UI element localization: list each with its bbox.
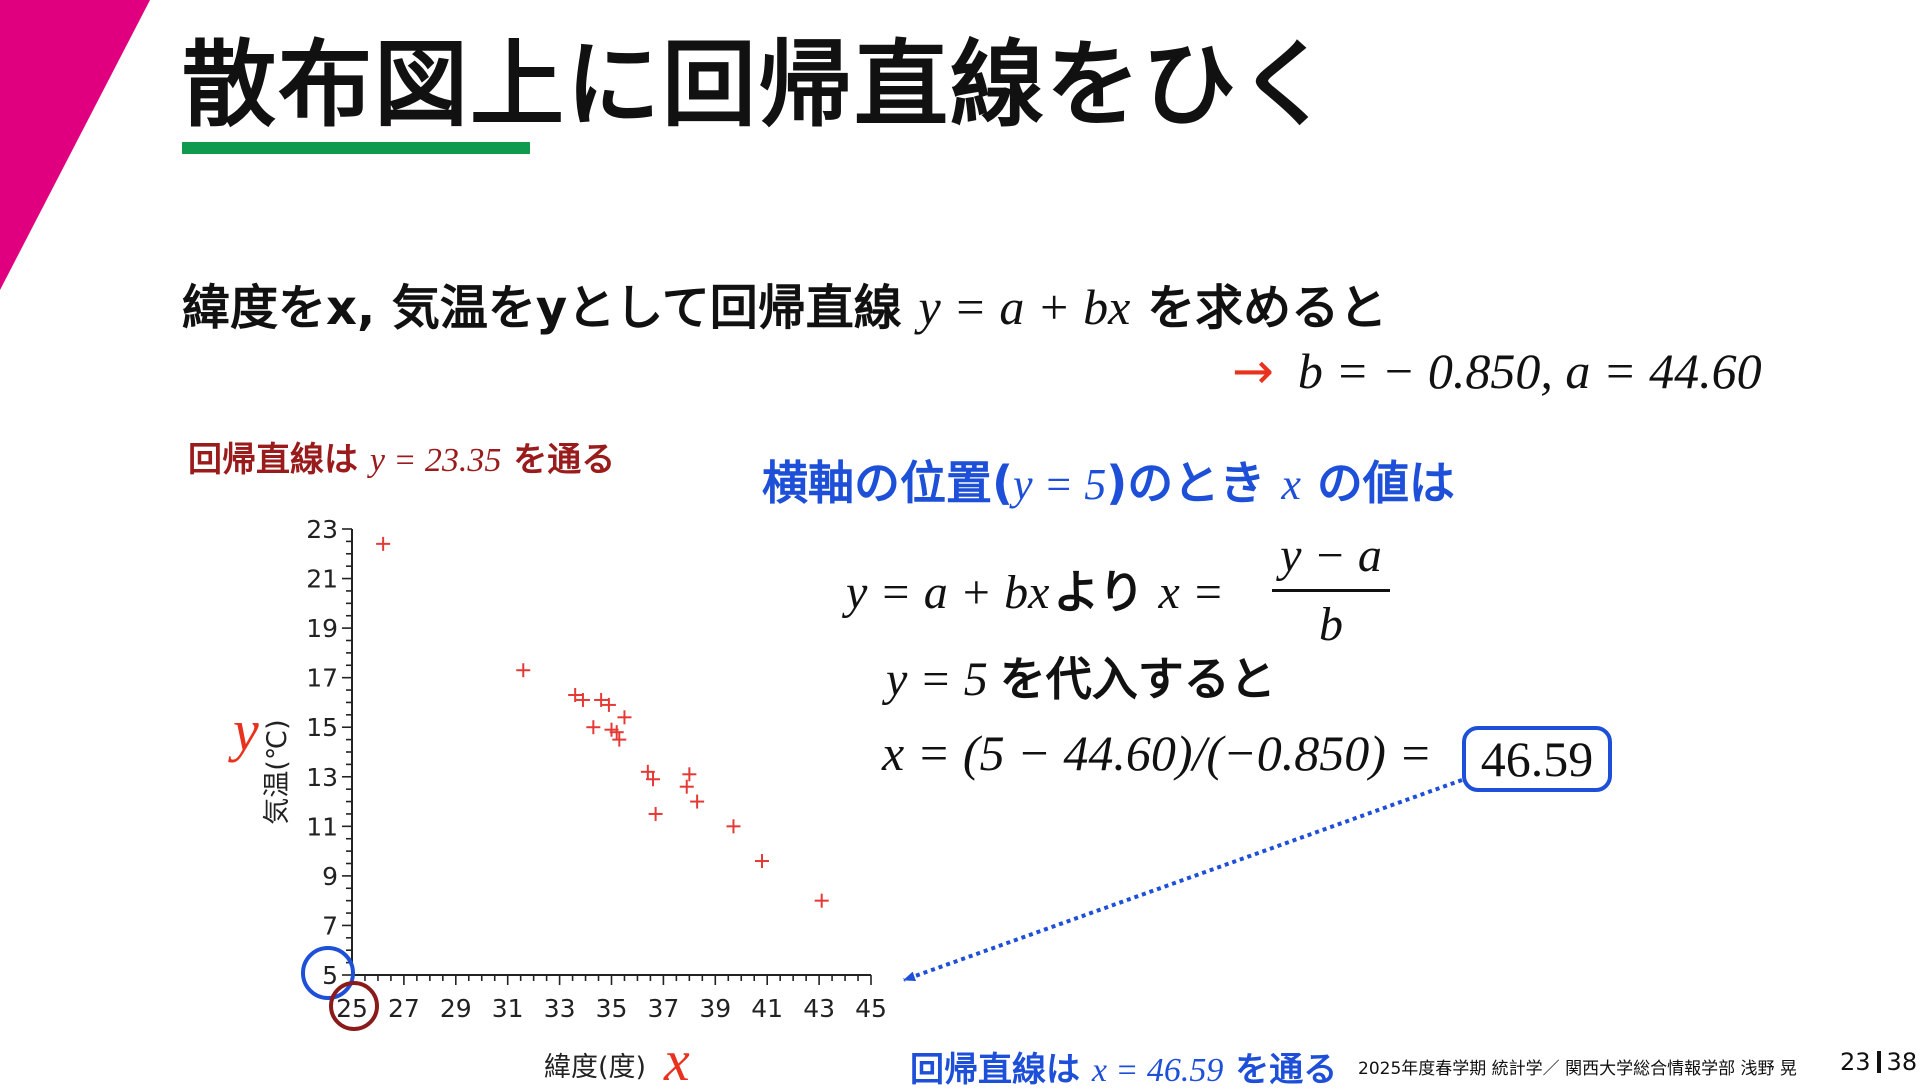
dotted-arrow	[903, 778, 1463, 982]
result-values: b = − 0.850, a = 44.60	[1297, 343, 1762, 399]
y-tick-label: 15	[306, 713, 338, 742]
step1-lhs: x =	[1158, 566, 1225, 619]
fraction-denominator: b	[1319, 598, 1343, 651]
note-x-suffix: を通る	[1235, 1050, 1338, 1090]
x-tick-label: 27	[388, 994, 420, 1023]
step1-equation: y = a + bx	[846, 566, 1050, 619]
x-tick-label: 35	[596, 994, 628, 1023]
data-point	[755, 854, 770, 869]
y-tick-label: 13	[306, 763, 338, 792]
title-underline	[182, 142, 530, 154]
step2-text: を代入すると	[999, 652, 1276, 706]
data-point	[617, 710, 632, 725]
data-point	[679, 779, 694, 794]
fraction: y − a b	[1272, 525, 1390, 656]
data-point	[609, 725, 624, 740]
intro-line: 緯度をx, 気温をyとして回帰直線 y = a + bx を求めると	[182, 268, 1387, 338]
page-separator	[1876, 1051, 1881, 1073]
data-point	[604, 722, 619, 737]
note-x-prefix: 回帰直線は	[910, 1050, 1080, 1090]
y-tick-label: 19	[306, 614, 338, 643]
note-y-suffix: を通る	[513, 440, 616, 480]
x-tick-label: 45	[855, 994, 887, 1023]
data-point	[640, 764, 655, 779]
x-tick-label: 33	[544, 994, 576, 1023]
x-ticks: 25 27 29 31 33 35 37 39 41 43 45	[336, 975, 887, 1023]
question-mid: )のとき	[1106, 456, 1266, 510]
data-point	[575, 692, 590, 707]
step1-text: より	[1053, 565, 1145, 619]
data-point	[568, 688, 583, 703]
data-point	[601, 697, 616, 712]
note-y-prefix: 回帰直線は	[188, 440, 358, 480]
y-tick-label: 5	[322, 961, 338, 990]
x-tick-label: 41	[751, 994, 783, 1023]
page-total: 38	[1886, 1048, 1918, 1076]
question-suffix: の値は	[1316, 456, 1455, 510]
y-tick-label: 23	[306, 515, 338, 544]
page-number: 23 38	[1840, 1048, 1917, 1076]
answer-box: 46.59	[1462, 726, 1612, 792]
accent-triangle	[0, 0, 150, 290]
data-point	[646, 772, 661, 787]
y-axis-label: 気温(℃)	[262, 719, 293, 824]
data-point	[612, 732, 627, 747]
data-point	[594, 692, 609, 707]
x-tick-label: 31	[492, 994, 524, 1023]
question-line: 横軸の位置(y = 5)のとき x の値は	[762, 447, 1455, 513]
y-tick-label: 21	[306, 565, 338, 594]
data-point	[726, 819, 741, 834]
x-tick-label: 25	[336, 994, 368, 1023]
step1-line: y = a + bxより x =	[846, 556, 1224, 622]
fraction-bar	[1272, 589, 1390, 592]
data-point	[516, 663, 531, 678]
data-point	[682, 767, 697, 782]
data-point	[814, 893, 829, 908]
intro-text: 緯度をx, 気温をyとして回帰直線	[182, 280, 902, 336]
result-arrow-icon: →	[1232, 342, 1274, 400]
data-point	[648, 806, 663, 821]
y-origin-highlight-circle	[301, 946, 355, 1000]
slide-title: 散布図上に回帰直線をひく	[182, 31, 1335, 140]
note-x-equation: x = 46.59	[1091, 1052, 1224, 1089]
y-tick-label: 17	[306, 664, 338, 693]
data-point	[586, 720, 601, 735]
question-var: x	[1281, 460, 1301, 509]
intro-equation: y = a + bx	[918, 279, 1131, 335]
y-tick-label: 9	[322, 862, 338, 891]
y-ticks: 5 7 9 11 13 15 17 19 21 23	[306, 515, 352, 990]
x-tick-label: 37	[647, 994, 679, 1023]
y-tick-label: 7	[322, 911, 338, 940]
note-y-equation: y = 23.35	[369, 442, 502, 479]
y-axis-var: y	[228, 698, 259, 763]
question-prefix: 横軸の位置(	[762, 456, 1014, 510]
x-tick-label: 39	[699, 994, 731, 1023]
chart-axes	[351, 529, 871, 976]
page-current: 23	[1840, 1048, 1871, 1076]
data-point	[376, 536, 391, 551]
fraction-numerator: y − a	[1280, 529, 1382, 582]
intro-suffix: を求めると	[1147, 280, 1388, 336]
x-origin-highlight-circle	[329, 981, 379, 1031]
question-equation: y = 5	[1013, 460, 1107, 509]
note-regression-y: 回帰直線は y = 23.35 を通る	[188, 432, 615, 481]
step2-equation: y = 5	[886, 653, 988, 706]
x-tick-label: 29	[440, 994, 472, 1023]
data-point	[690, 794, 705, 809]
y-tick-label: 11	[306, 812, 338, 841]
step3-equation: x = (5 − 44.60)/(−0.850) =	[882, 725, 1433, 781]
data-points	[376, 536, 829, 908]
result-line: → b = − 0.850, a = 44.60	[1232, 342, 1762, 400]
step3-line: x = (5 − 44.60)/(−0.850) =	[882, 724, 1432, 782]
footer-text: 2025年度春学期 統計学／ 関西大学総合情報学部 浅野 晃	[1358, 1059, 1797, 1079]
note-regression-x: 回帰直線は x = 46.59 を通る	[910, 1042, 1337, 1091]
x-axis-var: x	[663, 1028, 690, 1080]
step2-line: y = 5 を代入すると	[886, 643, 1276, 709]
x-tick-label: 43	[803, 994, 835, 1023]
x-axis-label: 緯度(度)	[544, 1052, 646, 1080]
